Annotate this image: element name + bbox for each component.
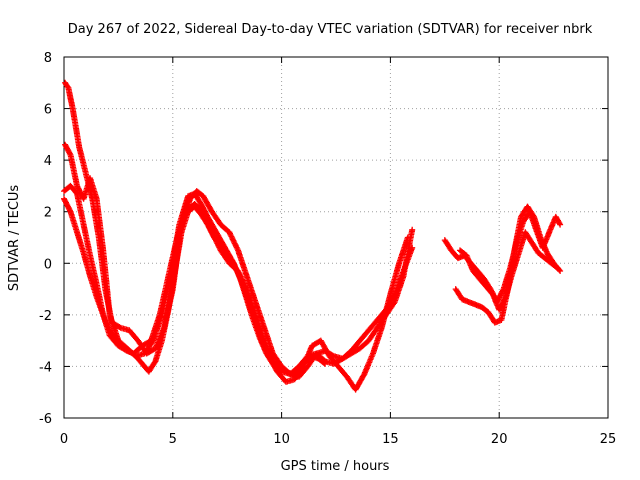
y-tick-label: -2 [39,309,52,324]
x-tick-label: 25 [600,432,617,447]
data-point [360,372,367,379]
series-track-g [457,229,561,313]
data-point [151,359,158,366]
axis-tick-labels: 0 5 10 15 20 25 -6 -4 -2 0 2 4 6 8 [39,51,616,447]
data-point [321,360,327,366]
data-point [557,221,564,228]
data-point [116,324,123,330]
data-point [409,226,416,233]
data-point [64,83,71,90]
data-point [555,265,561,272]
data-point [553,264,560,271]
series-track-d [61,195,329,378]
data-points [61,79,564,393]
y-tick-label: 2 [44,206,52,221]
y-tick-label: -6 [39,412,52,427]
x-tick-label: 15 [382,432,399,447]
data-point [322,360,329,367]
y-tick-label: 8 [44,51,52,66]
data-point [556,220,563,227]
y-axis-label: SDTVAR / TECUs [7,185,22,292]
chart-title: Day 267 of 2022, Sidereal Day-to-day VTE… [68,22,593,37]
axis-ticks [63,56,609,419]
y-tick-label: 6 [44,103,52,118]
data-point [530,212,537,219]
y-tick-label: -4 [39,360,52,375]
x-tick-label: 20 [491,432,508,447]
data-point [66,150,73,157]
data-point [391,292,397,299]
y-tick-label: 0 [44,257,52,272]
data-point [404,234,411,241]
plot-frame [63,56,609,419]
y-tick-label: 4 [44,154,52,169]
data-point [409,244,416,251]
x-tick-label: 5 [169,432,177,447]
x-axis-label: GPS time / hours [281,459,390,474]
x-tick-label: 10 [273,432,290,447]
x-tick-label: 0 [60,432,68,447]
